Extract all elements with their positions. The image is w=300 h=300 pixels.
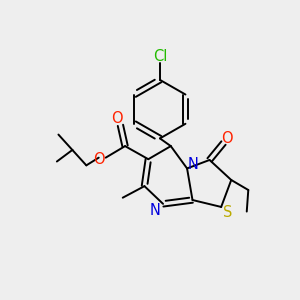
Text: S: S [223,205,232,220]
Text: O: O [93,152,104,167]
Text: O: O [111,111,122,126]
Text: N: N [188,157,199,172]
Text: Cl: Cl [153,49,167,64]
Text: O: O [222,131,233,146]
Text: N: N [150,202,161,217]
